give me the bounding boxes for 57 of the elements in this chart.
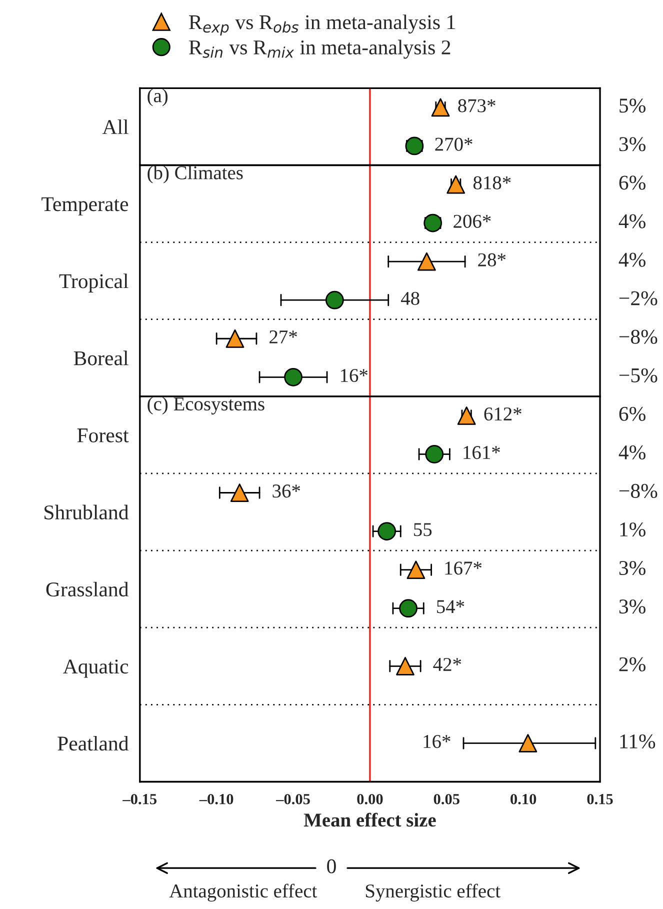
y-tick-label: Shrubland xyxy=(44,504,129,520)
text: 3% xyxy=(619,137,646,152)
text: Antagonistic effect xyxy=(169,884,318,902)
y-tick-label: Aquatic xyxy=(63,660,128,678)
text: 1% xyxy=(620,522,646,537)
x-axis-title: Mean effect size xyxy=(304,812,436,827)
annotation: 206* xyxy=(454,214,491,228)
y-tick-label: Boreal xyxy=(74,350,128,366)
x-tick-label: –0.10 xyxy=(199,794,234,804)
annotation: 48 xyxy=(401,292,420,305)
annotation: 167* xyxy=(445,562,482,575)
x-tick-label: 0.00 xyxy=(357,794,383,804)
text: 3% xyxy=(619,600,646,614)
text: 4% xyxy=(618,445,646,460)
chart-title: (a) xyxy=(148,88,168,106)
text: Synergistic effect xyxy=(366,884,500,902)
legend-label: R$_{sin}$ vs R$_{mix}$ in meta-analysis 2 xyxy=(189,40,450,59)
annotation: 55 xyxy=(414,523,432,536)
y-tick-label: Grassland xyxy=(46,582,129,597)
x-tick-label: 0.15 xyxy=(587,794,613,804)
text: −2% xyxy=(619,291,658,306)
annotation: 54* xyxy=(437,600,464,614)
chart-title: (c) Ecosystems xyxy=(148,396,264,415)
x-tick-label: –0.15 xyxy=(122,794,157,804)
text: 0 xyxy=(327,859,336,874)
x-tick-label: 0.10 xyxy=(510,794,536,804)
annotation: 270* xyxy=(435,138,472,151)
annotation: 16* xyxy=(340,368,368,382)
y-tick-label: Temperate xyxy=(42,197,128,216)
text: 6% xyxy=(619,176,646,190)
annotation: 27* xyxy=(270,330,297,344)
text: −5% xyxy=(619,368,658,382)
text: −8% xyxy=(619,484,658,498)
text: 3% xyxy=(619,560,646,576)
annotation: 818* xyxy=(473,176,511,190)
text: 11% xyxy=(620,734,656,748)
annotation: 28* xyxy=(478,253,506,266)
annotation: 161* xyxy=(464,446,500,460)
y-tick-label: Tropical xyxy=(59,274,128,292)
x-tick-label: 0.05 xyxy=(434,794,460,804)
text: 4% xyxy=(618,252,646,267)
annotation: 16* xyxy=(424,735,450,748)
y-tick-label: All xyxy=(102,119,128,134)
legend-label: R$_{exp}$ vs R$_{obs}$ in meta-analysis 1 xyxy=(189,14,455,36)
text: −8% xyxy=(619,330,658,344)
annotation: 612* xyxy=(484,407,522,421)
annotation: 42* xyxy=(433,658,462,671)
text: 5% xyxy=(620,98,646,113)
chart-title: (b) Climates xyxy=(148,166,243,184)
text: 2% xyxy=(619,657,646,672)
x-tick-label: –0.05 xyxy=(276,794,310,804)
text: 4% xyxy=(618,214,646,228)
text: 6% xyxy=(619,406,646,421)
y-tick-label: Forest xyxy=(77,428,129,442)
y-tick-label: Peatland xyxy=(58,736,129,751)
annotation: 873* xyxy=(458,99,496,112)
annotation: 36* xyxy=(272,484,300,498)
